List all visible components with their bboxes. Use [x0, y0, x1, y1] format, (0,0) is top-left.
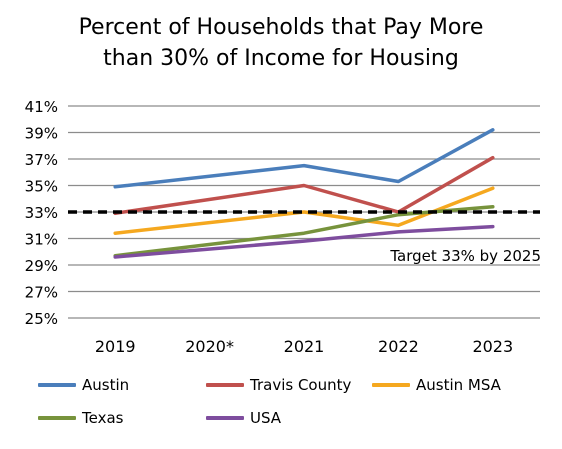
- series-line-austin: [113, 128, 495, 189]
- x-tick-label: 2020*: [185, 337, 234, 356]
- y-tick-label: 31%: [25, 231, 58, 249]
- series-line-usa: [113, 224, 495, 259]
- series-line-travis-county: [113, 155, 495, 216]
- y-tick-label: 27%: [25, 284, 58, 302]
- target-label: Target 33% by 2025: [389, 247, 541, 265]
- series-line-austin-msa: [113, 186, 495, 235]
- y-tick-label: 29%: [25, 257, 58, 275]
- y-tick-label: 33%: [25, 204, 58, 222]
- y-tick-label: 25%: [25, 310, 58, 328]
- y-tick-label: 41%: [25, 98, 58, 116]
- x-tick-label: 2023: [472, 337, 513, 356]
- x-tick-label: 2022: [378, 337, 419, 356]
- x-tick-label: 2019: [95, 337, 136, 356]
- x-tick-label: 2021: [284, 337, 325, 356]
- y-tick-label: 35%: [25, 178, 58, 196]
- chart-title-line-1: Percent of Households that Pay More: [78, 15, 484, 40]
- y-tick-label: 37%: [25, 151, 58, 169]
- chart-title: Percent of Households that Pay More than…: [0, 12, 562, 74]
- y-tick-label: 39%: [25, 125, 58, 143]
- chart-title-line-2: than 30% of Income for Housing: [103, 46, 459, 71]
